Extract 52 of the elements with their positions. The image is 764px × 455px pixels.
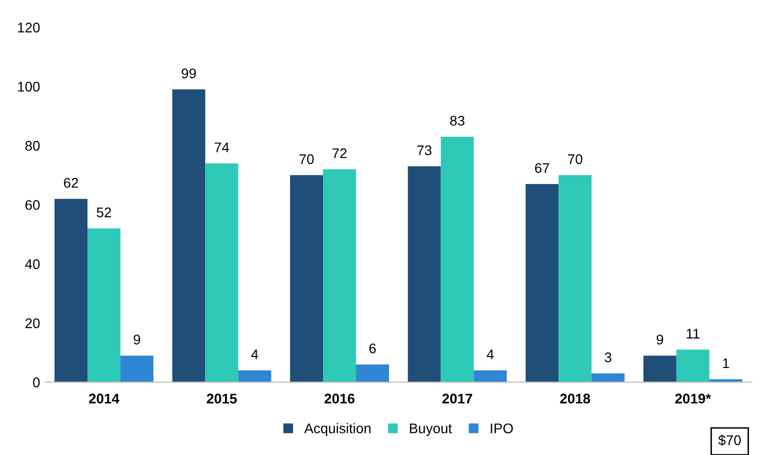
data-label: 9 bbox=[134, 334, 140, 345]
x-tick-label: 2016 bbox=[324, 394, 354, 404]
bar bbox=[356, 364, 390, 382]
data-label: 72 bbox=[332, 148, 347, 158]
bar bbox=[205, 163, 238, 382]
y-tick-label: 100 bbox=[18, 82, 40, 92]
data-label: 4 bbox=[486, 350, 494, 360]
y-tick-label: 40 bbox=[25, 259, 40, 270]
data-label: 52 bbox=[96, 207, 111, 218]
bar bbox=[120, 356, 154, 382]
x-tick-label: 2017 bbox=[442, 394, 472, 404]
data-label: 67 bbox=[535, 163, 550, 173]
legend-label: Acquisition bbox=[304, 423, 370, 436]
data-label: 3 bbox=[604, 352, 612, 362]
legend-label: IPO bbox=[490, 423, 513, 434]
y-tick-label: 120 bbox=[18, 22, 40, 32]
data-label: 70 bbox=[568, 154, 582, 164]
legend-label: Buyout bbox=[410, 424, 452, 436]
y-tick-label: 20 bbox=[25, 318, 40, 328]
x-tick-label: 2018 bbox=[560, 394, 590, 404]
data-label: 73 bbox=[417, 145, 432, 156]
data-label: 83 bbox=[450, 116, 464, 126]
data-label: 62 bbox=[64, 178, 78, 188]
bar bbox=[238, 370, 272, 382]
x-tick-label: 2015 bbox=[206, 394, 237, 404]
bar bbox=[526, 184, 559, 382]
bar bbox=[408, 166, 441, 382]
x-tick-label: 2014 bbox=[89, 394, 120, 404]
data-label: 99 bbox=[182, 68, 196, 78]
bar bbox=[592, 373, 625, 382]
text: $70 bbox=[718, 434, 741, 446]
bar bbox=[323, 169, 356, 382]
data-label: 6 bbox=[369, 344, 376, 354]
data-label: 1 bbox=[723, 358, 730, 368]
bar bbox=[440, 136, 474, 382]
data-label: 9 bbox=[656, 334, 664, 345]
bar bbox=[87, 228, 120, 382]
y-tick-label: 0 bbox=[33, 378, 40, 388]
bar bbox=[676, 350, 710, 382]
bar bbox=[290, 175, 324, 382]
data-label: 11 bbox=[686, 328, 700, 338]
data-label: 4 bbox=[251, 350, 258, 360]
x-tick-label: 2019* bbox=[675, 394, 712, 404]
bar bbox=[558, 175, 592, 382]
data-label: 74 bbox=[214, 142, 230, 152]
bar bbox=[54, 198, 88, 382]
y-tick-label: 60 bbox=[25, 200, 40, 210]
y-tick-label: 80 bbox=[25, 140, 40, 151]
data-label: 70 bbox=[300, 154, 314, 164]
bar bbox=[172, 89, 206, 382]
bar bbox=[474, 370, 507, 382]
bar bbox=[643, 356, 676, 382]
